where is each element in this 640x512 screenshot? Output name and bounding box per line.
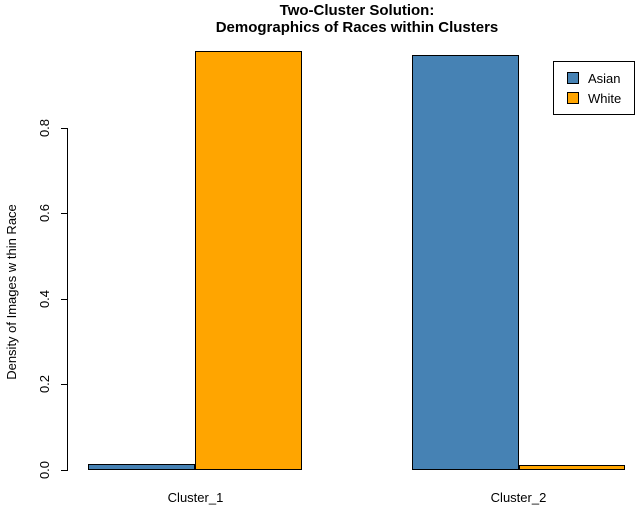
legend-row-white: White — [567, 92, 634, 105]
y-tick-label: 0.2 — [37, 374, 52, 394]
white-color-swatch — [567, 92, 579, 104]
legend-label-white: White — [588, 90, 622, 106]
y-tick-mark — [61, 213, 68, 214]
chart-title-line1: Two-Cluster Solution: — [279, 2, 435, 19]
x-label-cluster1: Cluster_1 — [167, 490, 224, 505]
chart-title-line2: Demographics of Races within Clusters — [215, 19, 499, 36]
legend-box: Asian White — [553, 61, 635, 115]
y-tick-mark — [61, 128, 68, 129]
asian-color-swatch — [567, 72, 579, 84]
bar-cluster2-white — [519, 465, 625, 470]
y-axis-title: Density of Images w thin Race — [4, 204, 19, 380]
y-tick-mark — [61, 470, 68, 471]
x-label-cluster2: Cluster_2 — [490, 490, 547, 505]
bar-cluster1-white — [195, 51, 302, 470]
y-tick-mark — [61, 384, 68, 385]
legend-row-asian: Asian — [567, 72, 634, 85]
y-tick-mark — [61, 299, 68, 300]
legend-label-asian: Asian — [588, 70, 621, 86]
chart-title: Two-Cluster Solution: Demographics of Ra… — [68, 2, 640, 36]
y-tick-label: 0.0 — [37, 460, 52, 480]
y-tick-label: 0.4 — [37, 289, 52, 309]
bar-cluster1-asian — [88, 464, 195, 470]
y-tick-label: 0.6 — [37, 203, 52, 223]
bar-cluster2-asian — [412, 55, 519, 470]
y-tick-label: 0.8 — [37, 118, 52, 138]
